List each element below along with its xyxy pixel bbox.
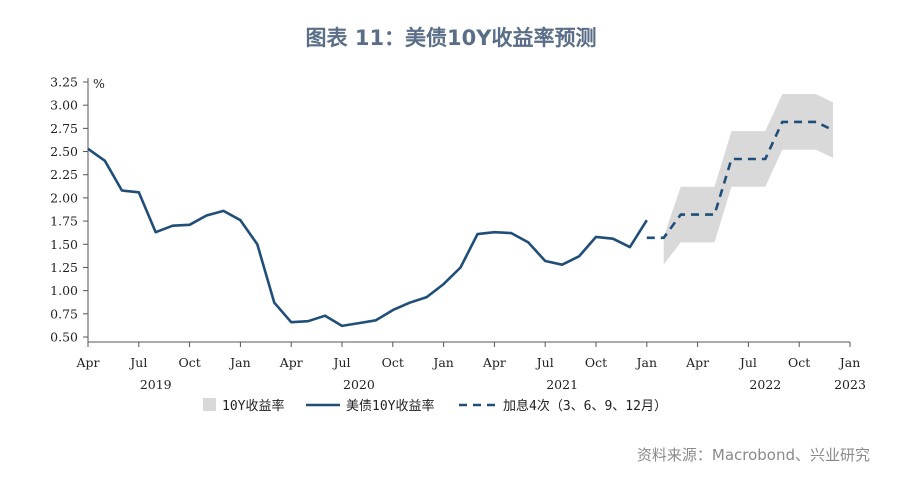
legend: 10Y收益率 美债10Y收益率 加息4次（3、6、9、12月） bbox=[203, 398, 667, 414]
x-year-label: 2019 bbox=[140, 377, 172, 392]
legend-label-actual: 美债10Y收益率 bbox=[346, 398, 434, 414]
x-tick-label: Oct bbox=[585, 355, 607, 370]
x-year-label: 2023 bbox=[834, 377, 866, 392]
x-tick-label: Jan bbox=[635, 355, 658, 370]
forecast-band-layer bbox=[663, 94, 834, 265]
y-tick-label: 3.00 bbox=[50, 98, 78, 113]
y-tick-label: 1.50 bbox=[50, 237, 78, 252]
chart-title: 图表 11：美债10Y收益率预测 bbox=[305, 26, 597, 50]
y-tick-label: 2.75 bbox=[50, 121, 78, 136]
x-tick-label: Apr bbox=[685, 355, 709, 370]
x-tick-label: Jul bbox=[738, 355, 757, 370]
x-tick-label: Jul bbox=[535, 355, 554, 370]
x-tick-label: Jan bbox=[228, 355, 251, 370]
series-layer bbox=[87, 120, 834, 328]
y-tick-label: 2.50 bbox=[50, 144, 78, 159]
x-tick-label: Apr bbox=[279, 355, 303, 370]
y-tick-label: 2.00 bbox=[50, 190, 78, 205]
x-tick-label: Jul bbox=[128, 355, 147, 370]
y-tick-label: 1.75 bbox=[50, 214, 78, 229]
x-tick-label: Jan bbox=[431, 355, 454, 370]
y-tick-label: 2.25 bbox=[50, 167, 78, 182]
x-tick-label: Oct bbox=[788, 355, 810, 370]
legend-label-forecast: 加息4次（3、6、9、12月） bbox=[503, 398, 667, 414]
x-tick-label: Oct bbox=[382, 355, 404, 370]
x-tick-label: Jan bbox=[838, 355, 861, 370]
x-tick-label: Apr bbox=[75, 355, 99, 370]
legend-swatch-band bbox=[203, 398, 216, 411]
source-note: 资料来源：Macrobond、兴业研究 bbox=[636, 446, 870, 464]
legend-label-band: 10Y收益率 bbox=[222, 398, 284, 414]
y-tick-label: 0.50 bbox=[50, 330, 78, 345]
x-year-label: 2021 bbox=[546, 377, 578, 392]
forecast-dashed-line bbox=[646, 120, 834, 240]
y-tick-label: 1.25 bbox=[50, 260, 78, 275]
y-tick-label: 3.25 bbox=[50, 75, 78, 90]
y-tick-label: 1.00 bbox=[50, 283, 78, 298]
x-year-label: 2022 bbox=[749, 377, 781, 392]
forecast-band bbox=[663, 94, 834, 265]
x-tick-label: Apr bbox=[482, 355, 506, 370]
x-tick-label: Oct bbox=[178, 355, 200, 370]
axes-layer: 3.25 3.00 2.75 2.50 2.25 2.00 1.75 1.50 1.25 1.00… bbox=[50, 75, 866, 393]
actual-yield-line bbox=[87, 147, 648, 328]
x-year-label: 2020 bbox=[343, 377, 375, 392]
y-axis-unit: % bbox=[93, 76, 105, 91]
y-tick-label: 0.75 bbox=[50, 306, 78, 321]
x-tick-label: Jul bbox=[331, 355, 350, 370]
